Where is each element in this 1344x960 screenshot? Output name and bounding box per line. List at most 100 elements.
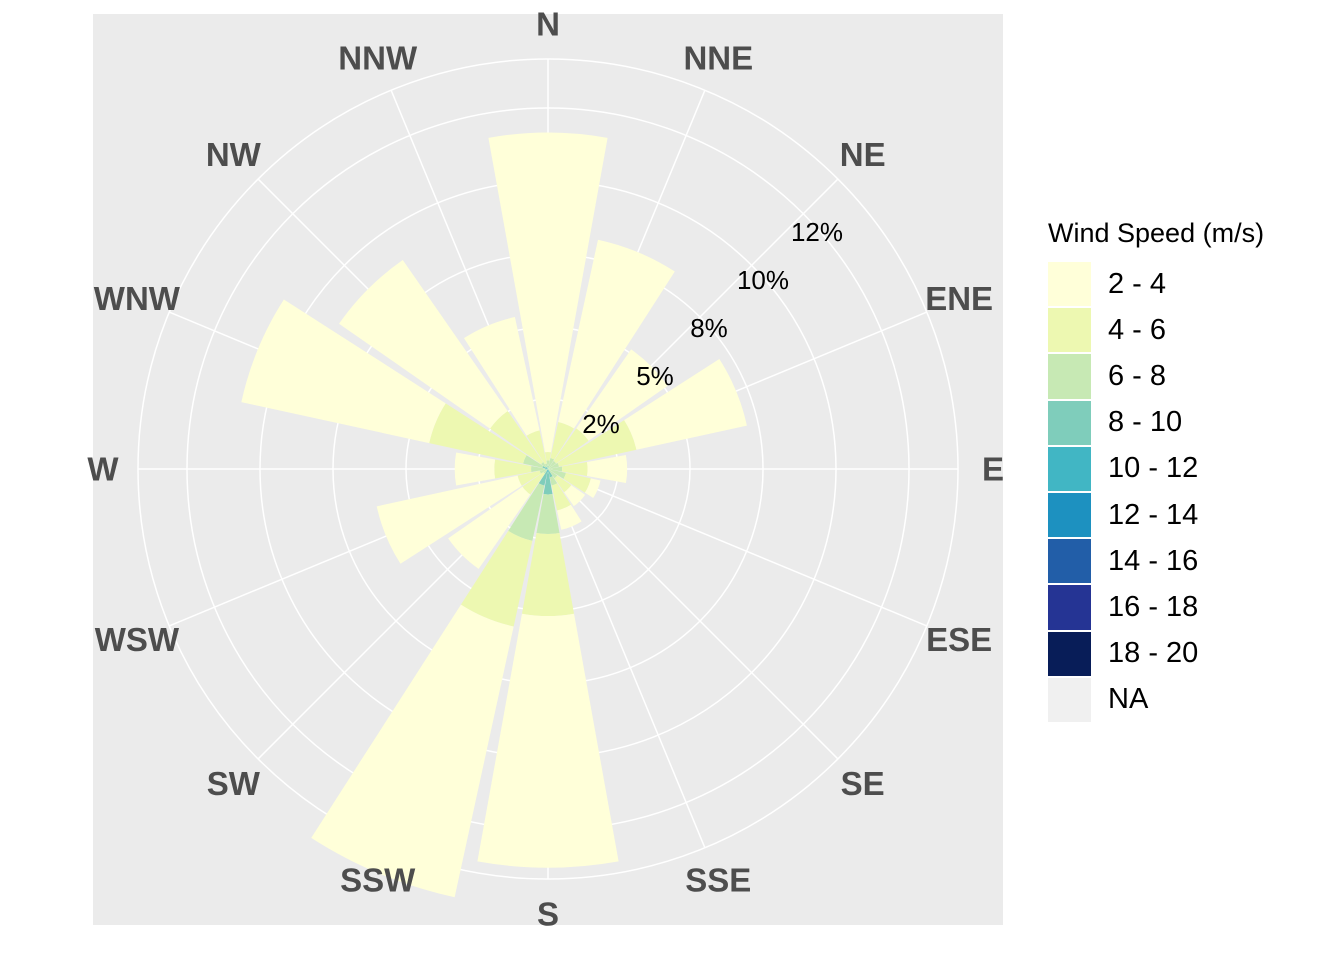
- direction-label-w: W: [87, 451, 119, 488]
- legend-key-swatch: [1047, 584, 1092, 631]
- bar-segment-ene-2: [548, 462, 560, 469]
- bar-segment-sse-2: [549, 476, 558, 486]
- legend-item: 6 - 8: [1047, 353, 1264, 400]
- bar-segment-w-2: [531, 465, 546, 473]
- legend-item: 14 - 16: [1047, 538, 1264, 585]
- bar-segment-e-2: [548, 466, 563, 472]
- direction-label-ssw: SSW: [340, 862, 416, 899]
- bar-segment-n-1: [544, 452, 552, 461]
- legend-key-swatch: [1047, 261, 1092, 308]
- bar-segment-nw-3: [545, 466, 548, 469]
- bar-segment-se-0: [564, 485, 586, 507]
- bar-segment-ese-0: [584, 478, 601, 499]
- bar-segment-s-2: [536, 494, 560, 535]
- legend-key-swatch: [1047, 630, 1092, 677]
- bar-segment-nw-1: [489, 410, 544, 465]
- legend-key-swatch: [1047, 307, 1092, 354]
- direction-label-nnw: NNW: [338, 39, 418, 76]
- bar-segment-wnw-2: [523, 455, 544, 468]
- legend-item: 10 - 12: [1047, 445, 1264, 492]
- legend-label: NA: [1108, 683, 1149, 716]
- legend-item: NA: [1047, 676, 1264, 723]
- bar-segment-ese-2: [548, 469, 566, 479]
- legend-label: 18 - 20: [1108, 637, 1199, 670]
- ring-label: 5%: [636, 361, 674, 391]
- legend-title: Wind Speed (m/s): [1048, 218, 1265, 248]
- legend-label: 8 - 10: [1108, 406, 1183, 439]
- legend-item: 2 - 4: [1047, 261, 1264, 308]
- bar-segment-nne-1: [550, 422, 574, 460]
- legend-item: 16 - 18: [1047, 584, 1264, 631]
- bar-segment-ssw-2: [508, 483, 545, 541]
- bar-segment-w-1: [494, 459, 532, 479]
- bar-segment-s-3: [543, 471, 553, 495]
- bar-segment-wnw-1: [429, 403, 527, 464]
- bar-segment-n-3: [547, 466, 549, 469]
- bar-segment-ne-1: [553, 428, 589, 464]
- legend-label: 10 - 12: [1108, 452, 1199, 485]
- bar-segment-ene-0: [624, 359, 747, 450]
- bar-segment-nnw-1: [526, 430, 547, 465]
- bar-segment-wsw-1: [517, 470, 541, 486]
- ring-label: 8%: [690, 313, 728, 343]
- bar-segment-n-2: [546, 460, 550, 467]
- legend-label: 16 - 18: [1108, 590, 1199, 623]
- bar-segment-s-4: [547, 469, 549, 472]
- bar-segment-sse-0: [557, 504, 582, 530]
- grid-spoke: [547, 468, 839, 760]
- bar-segment-nne-0: [558, 239, 675, 429]
- direction-label-ene: ENE: [925, 280, 993, 317]
- bar-segment-n-0: [488, 132, 608, 453]
- bar-segment-nnw-2: [544, 463, 548, 469]
- legend-label: 4 - 6: [1108, 313, 1167, 346]
- bar-segment-e-1: [561, 461, 588, 477]
- legend-label: 12 - 14: [1108, 498, 1199, 531]
- legend-key-swatch: [1047, 491, 1092, 539]
- grid-spoke: [547, 468, 706, 849]
- bar-segment-s-1: [521, 533, 575, 617]
- legend-key-swatch: [1047, 353, 1092, 400]
- direction-label-ese: ESE: [926, 621, 992, 658]
- legend-item: 4 - 6: [1047, 307, 1264, 354]
- bar-segment-e-0: [586, 454, 628, 484]
- bar-segment-s-0: [477, 613, 619, 868]
- bar-segment-w-0: [454, 452, 496, 486]
- legend-item: 18 - 20: [1047, 630, 1264, 677]
- direction-label-wsw: WSW: [95, 621, 180, 658]
- direction-label-ne: NE: [840, 136, 886, 173]
- direction-label-s: S: [537, 896, 559, 933]
- bar-segment-nnw-0: [463, 317, 540, 436]
- bar-segment-nne-2: [548, 457, 555, 469]
- legend-label: 14 - 16: [1108, 544, 1199, 577]
- bar-segment-nw-2: [541, 462, 547, 468]
- legend-items: 2 - 4 4 - 6 6 - 8 8 - 10 10 - 12 12 - 14 14 - …: [1047, 261, 1264, 723]
- wind-bars: [241, 132, 747, 898]
- direction-label-wnw: WNW: [94, 280, 181, 317]
- direction-label-sse: SSE: [685, 862, 751, 899]
- legend: Wind Speed (m/s) 2 - 4 4 - 6 6 - 8 8 - 10 10…: [1047, 218, 1264, 723]
- direction-label-n: N: [536, 6, 560, 43]
- direction-label-se: SE: [841, 765, 885, 802]
- bar-segment-sw-1: [522, 472, 545, 495]
- direction-label-nw: NW: [206, 136, 262, 173]
- legend-key-swatch: [1047, 399, 1092, 446]
- legend-label: 2 - 4: [1108, 267, 1167, 300]
- chart-labels: N NNE NE ENE E ESE SE SSE S SSW SW WSW W WNW NW NNW 2% 5%…: [87, 6, 1004, 933]
- legend-key-swatch: [1047, 676, 1092, 723]
- bar-segment-ene-1: [557, 420, 637, 467]
- direction-label-sw: SW: [207, 765, 261, 802]
- bar-segment-nw-0: [339, 260, 508, 429]
- direction-label-nne: NNE: [683, 39, 753, 76]
- ring-label: 10%: [737, 265, 789, 295]
- bar-segment-ssw-1: [460, 530, 533, 627]
- legend-label: 6 - 8: [1108, 359, 1167, 392]
- legend-key-swatch: [1047, 445, 1092, 492]
- bar-segment-ssw-4: [546, 469, 548, 472]
- bar-segment-ne-2: [548, 460, 557, 469]
- bar-segment-se-2: [548, 469, 558, 479]
- bar-segment-ssw-0: [311, 604, 514, 898]
- bar-segment-sse-3: [548, 469, 553, 478]
- bar-segment-wnw-4: [545, 467, 548, 469]
- bar-segment-ese-1: [563, 472, 591, 493]
